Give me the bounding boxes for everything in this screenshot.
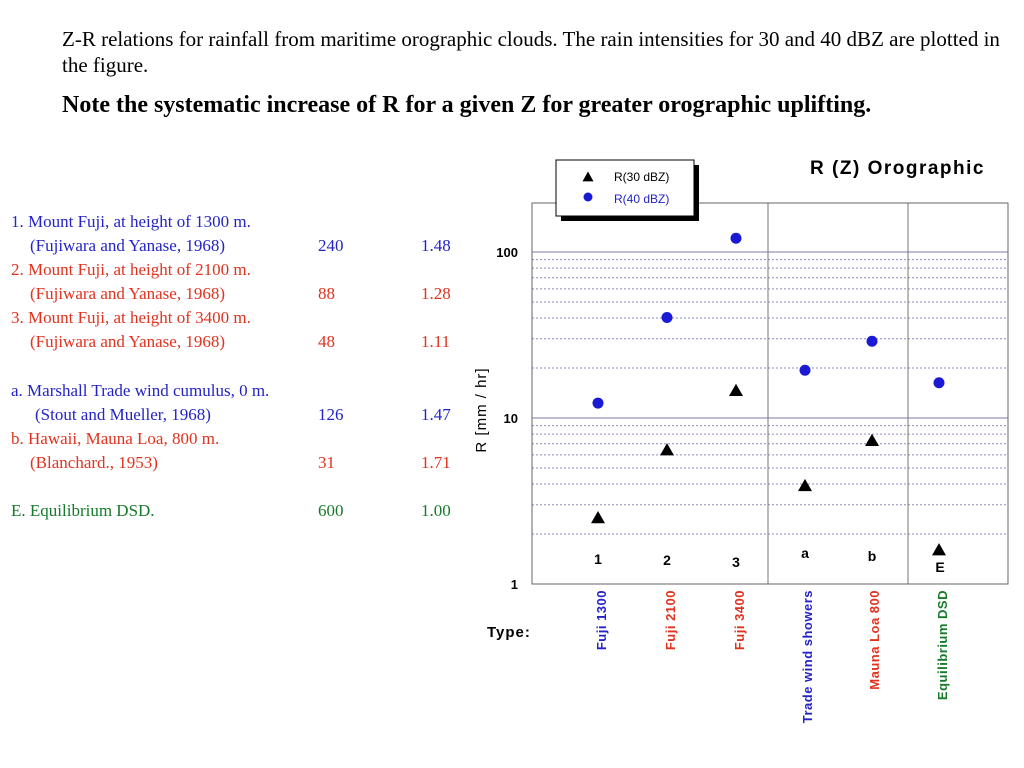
exponent-b: 1.47 <box>421 405 451 424</box>
point-r30dbz <box>798 478 812 492</box>
exponent-b: 1.48 <box>421 236 451 255</box>
source-reference: (Stout and Mueller, 1968) <box>35 405 211 424</box>
exponent-b: 1.28 <box>421 284 451 303</box>
category-code: b <box>868 548 877 564</box>
category-code: 1 <box>594 551 602 567</box>
coefficient-a: 88 <box>318 284 335 303</box>
source-title: E. Equilibrium DSD. <box>11 501 155 520</box>
category-type-label: Equilibrium DSD <box>935 590 950 700</box>
point-r40dbz <box>592 397 604 409</box>
exponent-b: 1.71 <box>421 453 451 472</box>
point-r30dbz <box>660 443 674 456</box>
source-title: 3. Mount Fuji, at height of 3400 m. <box>11 308 251 327</box>
note-text: Note the systematic increase of R for a … <box>62 92 872 118</box>
point-r40dbz <box>933 377 945 389</box>
exponent-b: 1.11 <box>421 332 451 351</box>
coefficient-a: 600 <box>318 501 344 520</box>
category-type-label: Fuji 2100 <box>663 590 678 650</box>
legend-box <box>555 159 695 217</box>
category-type-label: Mauna Loa 800 <box>867 590 882 690</box>
coefficient-a: 240 <box>318 236 344 255</box>
category-type-label: Trade wind showers <box>800 590 815 723</box>
source-reference: (Fujiwara and Yanase, 1968) <box>30 236 225 255</box>
point-r40dbz <box>730 232 742 244</box>
y-tick-label: 100 <box>496 245 518 260</box>
coefficient-a: 126 <box>318 405 344 424</box>
legend-label: R(30 dBZ) <box>614 170 669 184</box>
category-type-label: Fuji 3400 <box>732 590 747 650</box>
y-axis-label: R [mm / hr] <box>473 367 490 452</box>
legend-triangle-icon <box>582 171 594 182</box>
point-r30dbz <box>932 543 946 556</box>
source-reference: (Fujiwara and Yanase, 1968) <box>30 332 225 351</box>
plot-frame <box>531 202 1009 585</box>
point-r40dbz <box>799 364 811 376</box>
point-r30dbz <box>865 433 879 446</box>
category-type-label: Fuji 1300 <box>594 590 609 650</box>
category-code: 2 <box>663 552 671 568</box>
legend-label: R(40 dBZ) <box>614 192 669 206</box>
source-title: 2. Mount Fuji, at height of 2100 m. <box>11 260 251 279</box>
point-r40dbz <box>866 335 878 347</box>
exponent-b: 1.00 <box>421 501 451 520</box>
source-title: b. Hawaii, Mauna Loa, 800 m. <box>11 429 220 448</box>
coefficient-a: 48 <box>318 332 335 351</box>
point-r30dbz <box>591 510 605 524</box>
y-tick-label: 10 <box>504 411 518 426</box>
coefficient-a: 31 <box>318 453 335 472</box>
source-title: 1. Mount Fuji, at height of 1300 m. <box>11 212 251 231</box>
intro-text: Z-R relations for rainfall from maritime… <box>62 27 1000 77</box>
point-r30dbz <box>729 383 743 396</box>
legend-circle-icon <box>583 192 593 202</box>
source-title: a. Marshall Trade wind cumulus, 0 m. <box>11 381 270 400</box>
chart-title: R (Z) Orographic <box>810 158 985 179</box>
category-code: 3 <box>732 554 740 570</box>
source-reference: (Fujiwara and Yanase, 1968) <box>30 284 225 303</box>
source-reference: (Blanchard., 1953) <box>30 453 158 472</box>
y-tick-label: 1 <box>511 577 518 592</box>
category-code: E <box>935 559 944 575</box>
category-code: a <box>801 545 809 561</box>
x-axis-label: Type: <box>487 624 531 641</box>
point-r40dbz <box>661 312 673 324</box>
